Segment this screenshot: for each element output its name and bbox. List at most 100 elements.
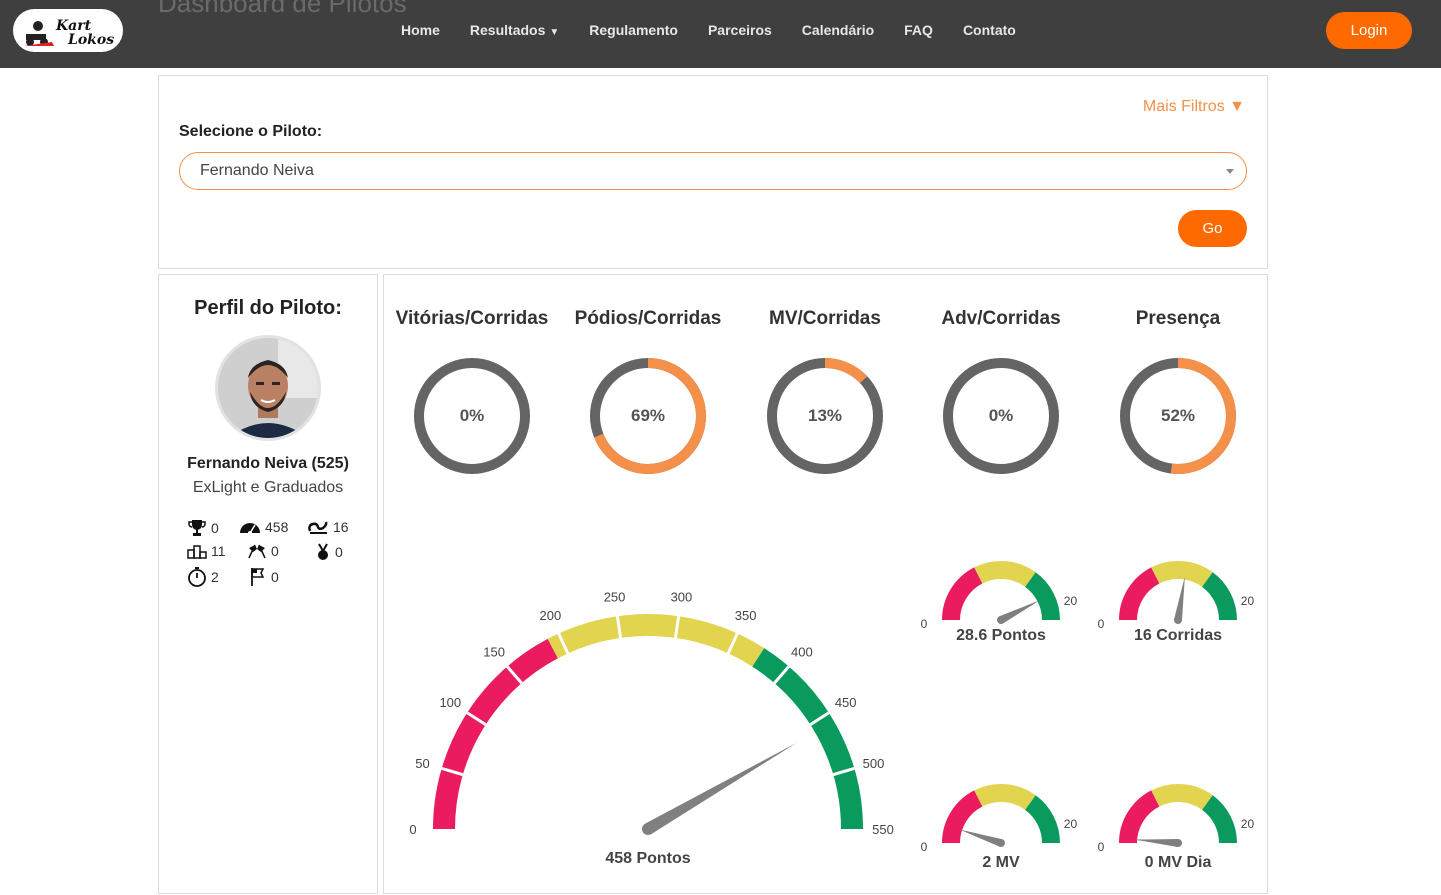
go-button[interactable]: Go — [1178, 210, 1247, 247]
stat-value: 0 — [335, 544, 343, 560]
trophy-icon — [188, 520, 206, 536]
gauge-band — [1024, 572, 1060, 621]
gauge-value-label: 0 MV Dia — [1145, 854, 1212, 871]
gauge-value-label: 28.6 Pontos — [956, 627, 1046, 644]
nav-resultados-label: Resultados — [469, 22, 546, 38]
stat-wins: 0 — [187, 519, 219, 537]
page-title: Dashboard de Pilotos — [158, 0, 407, 18]
gauge-needle — [999, 600, 1041, 624]
nav-resultados[interactable]: Resultados ▼ — [455, 20, 574, 43]
gauge-tick-label: 450 — [835, 695, 857, 710]
gauge-separator — [773, 665, 790, 685]
login-button[interactable]: Login — [1326, 12, 1412, 49]
gauge-separator — [466, 711, 487, 726]
stat-value: 0 — [271, 569, 279, 585]
gauge-needle — [1134, 839, 1179, 847]
checkered-flags-icon — [248, 544, 266, 559]
nav-contato[interactable]: Contato — [962, 22, 1016, 38]
nav-parceiros[interactable]: Parceiros — [707, 22, 772, 38]
gauge-value-label: 458 Pontos — [605, 850, 690, 867]
donut-title-podios: Pódios/Corridas — [574, 308, 722, 329]
nav-home[interactable]: Home — [401, 22, 440, 38]
gauge-needle — [1174, 576, 1185, 621]
gauge-band — [942, 567, 983, 621]
gauge-separator — [832, 766, 855, 777]
gauge-tick-label: 100 — [439, 695, 461, 710]
pilot-photo-icon — [218, 338, 318, 438]
gauge-band — [942, 790, 983, 844]
stat-medals: 0 — [315, 543, 343, 561]
gauge-needle — [644, 742, 797, 835]
gauge-separator — [673, 615, 681, 639]
gauge-band — [1024, 795, 1060, 844]
donut-value-label: 52% — [1161, 406, 1195, 425]
avatar — [215, 335, 321, 441]
speedometer-icon — [240, 523, 260, 535]
stat-podiums: 11 — [187, 543, 226, 559]
stat-value: 2 — [211, 569, 219, 585]
nav-regulamento[interactable]: Regulamento — [589, 22, 678, 38]
track-icon — [308, 521, 328, 534]
profile-card: Perfil do Piloto: Fernando Neiva (525) E… — [158, 274, 378, 894]
kartlokos-logo[interactable]: Kart Lokos — [13, 9, 123, 52]
charts-card: Vitórias/Corridas Pódios/Corridas MV/Cor… — [383, 274, 1268, 894]
filter-card: Mais Filtros ▼ Selecione o Piloto: Ferna… — [158, 75, 1268, 269]
gauge-separator — [557, 632, 570, 655]
pilot-name: Fernando Neiva (525) — [187, 455, 349, 472]
gauge-tick-label: 350 — [735, 608, 757, 623]
kart-logo-icon: Kart Lokos — [24, 18, 114, 48]
stat-points: 458 — [239, 519, 288, 535]
gauge-tick-label: 0 — [1098, 840, 1105, 854]
donut-value-label: 0% — [989, 406, 1014, 425]
gauge-tick-label: 20 — [1241, 594, 1255, 608]
donut-value-label: 0% — [460, 406, 485, 425]
gauge-tick-label: 500 — [863, 756, 885, 771]
medal-icon — [318, 543, 328, 560]
gauge-tick-label: 400 — [791, 644, 813, 659]
gauge-value-label: 2 MV — [982, 854, 1020, 871]
gauge-separator — [726, 632, 739, 655]
donut-slice — [824, 358, 868, 384]
gauge-band — [1119, 790, 1160, 844]
gauge-tick-label: 300 — [671, 589, 693, 604]
gauge-tick-label: 150 — [483, 644, 505, 659]
stat-value: 458 — [265, 519, 289, 535]
gauge-tick-label: 20 — [1064, 817, 1078, 831]
gauge-tick-label: 0 — [921, 617, 928, 631]
caret-down-icon — [1226, 169, 1234, 174]
donut-title-vitorias: Vitórias/Corridas — [395, 308, 549, 329]
gauge-needle-hub — [1174, 616, 1182, 624]
gauge-separator — [615, 615, 623, 639]
nav-calendario[interactable]: Calendário — [801, 22, 875, 38]
gauge-band — [1151, 561, 1213, 588]
gauge-tick-label: 0 — [1098, 617, 1105, 631]
svg-text:Lokos: Lokos — [67, 32, 114, 48]
gauge-tick-label: 20 — [1064, 594, 1078, 608]
donut-slice — [1170, 358, 1236, 474]
stat-races: 16 — [307, 519, 349, 535]
gauge-tick-label: 200 — [540, 608, 562, 623]
pilot-select-value: Fernando Neiva — [200, 162, 314, 179]
stat-value: 0 — [211, 520, 219, 536]
gauge-separator — [441, 766, 464, 777]
nav-faq[interactable]: FAQ — [904, 22, 933, 38]
stat-value: 0 — [271, 543, 279, 559]
more-filters-toggle[interactable]: Mais Filtros ▼ — [1143, 98, 1245, 116]
gauge-needle-hub — [1174, 839, 1182, 847]
gauge-band — [1201, 795, 1237, 844]
gauge-separator — [506, 665, 523, 685]
gauge-needle-hub — [997, 616, 1005, 624]
gauge-needle-hub — [642, 823, 654, 835]
pilot-select[interactable]: Fernando Neiva — [179, 152, 1247, 190]
stat-fastest-laps: 2 — [187, 567, 219, 587]
gauge-band — [1151, 784, 1213, 811]
stat-checkered: 0 — [247, 543, 279, 559]
donut-track — [414, 358, 530, 474]
more-filters-label: Mais Filtros — [1142, 98, 1225, 115]
stopwatch-icon — [188, 567, 206, 587]
donut-value-label: 13% — [808, 406, 842, 425]
donut-title-presenca: Presença — [1135, 308, 1221, 329]
gauge-band — [974, 784, 1036, 811]
gauge-tick-label: 0 — [409, 822, 416, 837]
